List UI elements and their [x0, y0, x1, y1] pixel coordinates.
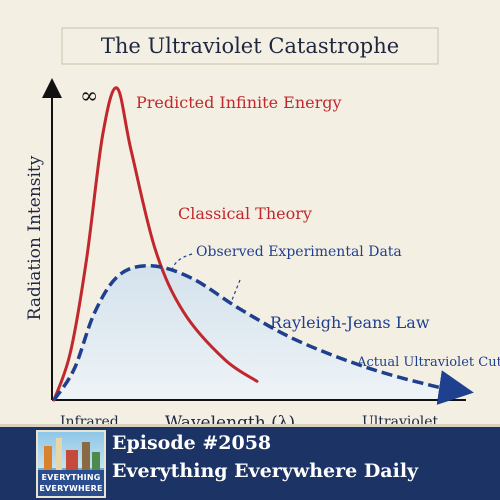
chart-title: The Ultraviolet Catastrophe: [101, 34, 399, 58]
logo-text-line2: EVERYWHERE: [39, 484, 103, 493]
logo-landmark-1: [44, 446, 52, 472]
show-name: Everything Everywhere Daily: [112, 460, 419, 482]
episode-banner: EVERYTHING EVERYWHERE Episode #2058 Ever…: [0, 424, 500, 500]
observed-data-label-text: Observed Experimental Data: [196, 244, 402, 260]
logo-band: [38, 470, 104, 496]
observed-data-label: Observed Experimental Data: [196, 244, 402, 260]
classical-theory-label: Classical Theory: [178, 204, 312, 223]
series-line-rayleigh-jeans: [52, 263, 474, 405]
cutoff-label-text: Actual Ultraviolet Cutoff: [356, 355, 500, 370]
show-logo: EVERYTHING EVERYWHERE: [36, 430, 106, 498]
predicted-infinite-energy-label: Predicted Infinite Energy: [136, 93, 342, 112]
logo-landmark-5: [92, 452, 100, 472]
observed-data-pointer-2: [231, 279, 241, 301]
y-axis-label: Radiation Intensity: [25, 155, 45, 320]
rayleigh-jeans-label: Rayleigh-Jeans Law: [270, 313, 430, 332]
observed-data-pointer: [171, 253, 193, 271]
logo-landmark-2: [56, 438, 62, 472]
title-frame: [61, 27, 439, 65]
logo-landmark-3: [66, 450, 78, 472]
episode-number: Episode #2058: [112, 432, 272, 454]
actual-ultraviolet-cutoff-label: Actual Ultraviolet Cutoff: [356, 355, 500, 370]
banner-rule: [0, 424, 500, 427]
series-line-classical-theory: [52, 86, 259, 402]
infinity-label: ∞: [80, 84, 98, 109]
logo-text-line1: EVERYTHING: [41, 473, 101, 482]
logo-landmark-4: [82, 442, 90, 472]
